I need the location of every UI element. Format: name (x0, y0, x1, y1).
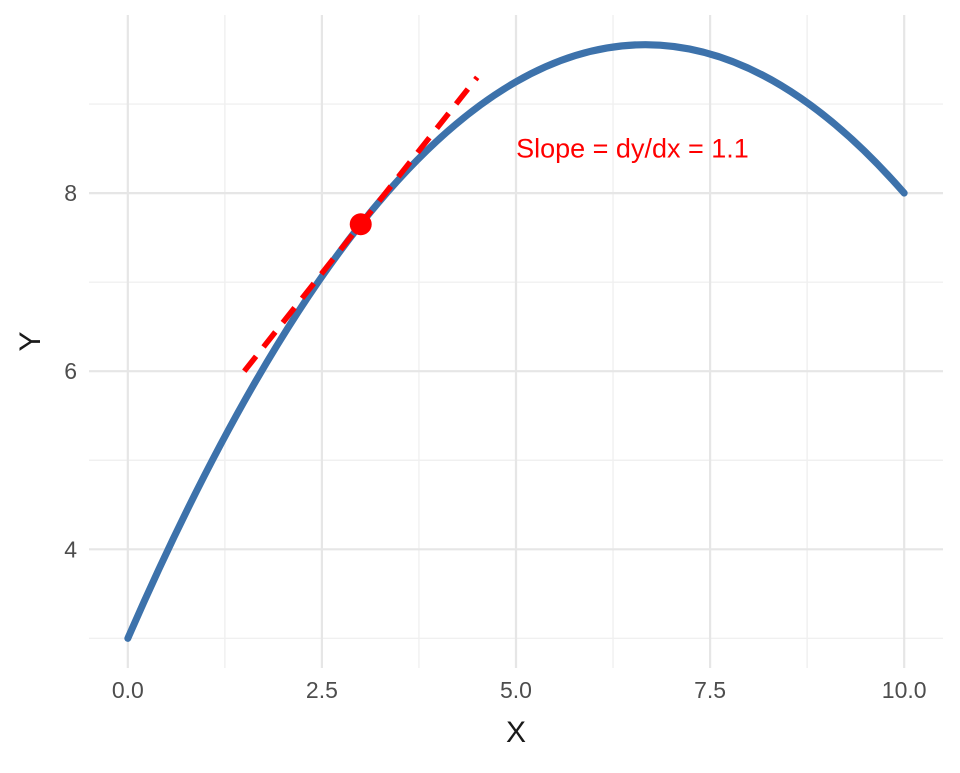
y-tick-label: 8 (64, 180, 77, 206)
x-tick-label: 2.5 (306, 677, 338, 703)
y-tick-label: 4 (64, 536, 77, 562)
grid-major-lines (89, 15, 943, 668)
x-axis-title: X (506, 716, 526, 749)
x-tick-label: 10.0 (882, 677, 927, 703)
curve-line (124, 41, 908, 642)
tangent-point-marker (349, 213, 372, 236)
x-axis-tick-labels: 0.0 2.5 5.0 7.5 10.0 (112, 677, 927, 703)
y-tick-label: 6 (64, 358, 77, 384)
x-tick-label: 0.0 (112, 677, 144, 703)
y-axis-title: Y (14, 331, 47, 351)
slope-annotation-text: Slope = dy/dx = 1.1 (516, 134, 749, 164)
x-tick-label: 7.5 (694, 677, 726, 703)
y-axis-tick-labels: 4 6 8 (64, 180, 77, 562)
x-tick-label: 5.0 (500, 677, 532, 703)
